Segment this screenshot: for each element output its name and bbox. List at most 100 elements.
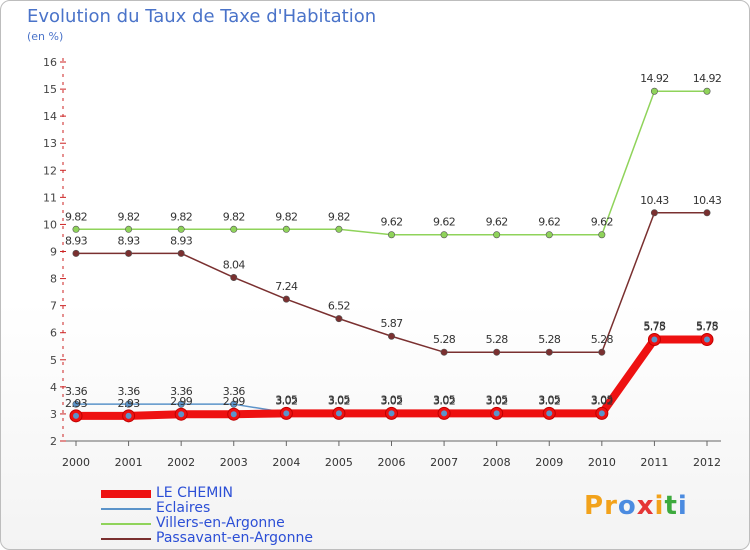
point-eclaires bbox=[72, 400, 80, 408]
x-tick-label: 2005 bbox=[325, 456, 353, 469]
point-inner-le-chemin bbox=[388, 410, 395, 417]
x-tick-label: 2007 bbox=[430, 456, 458, 469]
point-eclaires bbox=[125, 400, 133, 408]
data-label-villers-en-argonne: 14.92 bbox=[640, 72, 669, 85]
logo-letter: x bbox=[636, 491, 655, 521]
point-villers-en-argonne bbox=[703, 87, 711, 95]
point-villers-en-argonne bbox=[545, 231, 553, 239]
logo-letter: o bbox=[617, 491, 637, 521]
data-label-villers-en-argonne: 9.62 bbox=[538, 216, 560, 229]
data-label-eclaires: 3.05 bbox=[486, 394, 509, 407]
x-tick-label: 2003 bbox=[220, 456, 248, 469]
point-villers-en-argonne bbox=[493, 231, 501, 239]
y-tick-label: 16 bbox=[43, 56, 57, 69]
point-villers-en-argonne bbox=[230, 225, 238, 233]
data-label-villers-en-argonne: 9.62 bbox=[433, 216, 455, 229]
data-label-eclaires: 3.36 bbox=[223, 385, 246, 398]
y-tick-label: 9 bbox=[50, 246, 57, 259]
data-label-villers-en-argonne: 14.92 bbox=[693, 72, 722, 85]
x-tick-label: 2006 bbox=[378, 456, 406, 469]
data-label-eclaires: 3.36 bbox=[118, 385, 141, 398]
point-passavant-en-argonne bbox=[177, 249, 185, 257]
data-label-le-chemin: 3.02 bbox=[591, 394, 613, 407]
legend-label: Eclaires bbox=[156, 500, 211, 516]
data-label-eclaires: 3.05 bbox=[433, 394, 456, 407]
point-villers-en-argonne bbox=[598, 231, 606, 239]
data-label-passavant-en-argonne: 5.28 bbox=[433, 333, 456, 346]
y-tick-label: 3 bbox=[50, 408, 57, 421]
point-inner-le-chemin bbox=[283, 410, 290, 417]
chart-title: Evolution du Taux de Taxe d'Habitation bbox=[27, 6, 377, 27]
y-tick-label: 10 bbox=[43, 218, 57, 231]
data-label-passavant-en-argonne: 8.04 bbox=[223, 258, 246, 271]
data-label-le-chemin: 3.02 bbox=[380, 394, 402, 407]
data-label-le-chemin: 3.02 bbox=[538, 394, 560, 407]
data-label-le-chemin: 2.93 bbox=[65, 397, 88, 410]
data-label-villers-en-argonne: 9.82 bbox=[65, 210, 87, 223]
point-villers-en-argonne bbox=[387, 231, 395, 239]
series-points bbox=[69, 87, 714, 423]
data-label-passavant-en-argonne: 8.93 bbox=[170, 234, 193, 247]
series-lines bbox=[72, 90, 711, 420]
data-label-villers-en-argonne: 9.62 bbox=[380, 216, 402, 229]
data-label-villers-en-argonne: 9.82 bbox=[118, 210, 140, 223]
legend-swatch bbox=[101, 490, 151, 498]
point-villers-en-argonne bbox=[335, 225, 343, 233]
data-label-villers-en-argonne: 9.82 bbox=[223, 210, 245, 223]
data-label-le-chemin: 3.02 bbox=[328, 394, 350, 407]
data-label-villers-en-argonne: 9.82 bbox=[328, 210, 350, 223]
data-label-eclaires: 3.05 bbox=[275, 394, 298, 407]
point-passavant-en-argonne bbox=[440, 348, 448, 356]
x-tick-label: 2008 bbox=[483, 456, 511, 469]
y-tick-label: 13 bbox=[43, 137, 57, 150]
point-inner-le-chemin bbox=[125, 412, 132, 419]
x-tick-label: 2012 bbox=[693, 456, 721, 469]
data-label-passavant-en-argonne: 5.87 bbox=[380, 317, 403, 330]
logo-letter: i bbox=[654, 491, 665, 521]
point-passavant-en-argonne bbox=[230, 273, 238, 281]
point-passavant-en-argonne bbox=[72, 249, 80, 257]
data-label-passavant-en-argonne: 5.28 bbox=[538, 333, 561, 346]
data-label-eclaires: 3.05 bbox=[538, 394, 561, 407]
legend-swatch bbox=[101, 538, 151, 540]
legend-swatch bbox=[101, 523, 151, 525]
data-label-eclaires: 3.05 bbox=[380, 394, 403, 407]
data-label-villers-en-argonne: 9.82 bbox=[275, 210, 297, 223]
x-tick-label: 2009 bbox=[535, 456, 563, 469]
data-label-eclaires: 3.36 bbox=[170, 385, 193, 398]
data-label-villers-en-argonne: 9.62 bbox=[486, 216, 508, 229]
point-inner-le-chemin bbox=[178, 411, 185, 418]
y-tick-label: 12 bbox=[43, 164, 57, 177]
y-tick-label: 8 bbox=[50, 273, 57, 286]
point-passavant-en-argonne bbox=[545, 348, 553, 356]
data-label-passavant-en-argonne: 7.24 bbox=[275, 280, 298, 293]
point-inner-le-chemin bbox=[335, 410, 342, 417]
data-labels: 9.82 9.82 9.82 9.82 9.82 9.82 9.62 9.62 9.62 9.62… bbox=[65, 72, 722, 410]
data-label-le-chemin: 3.02 bbox=[486, 394, 508, 407]
x-tick-label: 2004 bbox=[272, 456, 300, 469]
point-villers-en-argonne bbox=[440, 231, 448, 239]
point-inner-le-chemin bbox=[598, 410, 605, 417]
x-tick-label: 2010 bbox=[588, 456, 616, 469]
data-label-passavant-en-argonne: 6.52 bbox=[328, 300, 350, 313]
data-label-le-chemin: 5.75 bbox=[696, 320, 719, 333]
data-label-passavant-en-argonne: 8.93 bbox=[118, 234, 141, 247]
point-eclaires bbox=[177, 400, 185, 408]
data-label-passavant-en-argonne: 5.28 bbox=[591, 333, 614, 346]
point-villers-en-argonne bbox=[125, 225, 133, 233]
data-label-eclaires: 5.78 bbox=[696, 320, 719, 333]
axes: 2 3 4 5 6 7 8 9 10 11 12 13 14 15 16 2000 2001 2002 2003 20… bbox=[43, 56, 721, 469]
proxiti-logo: Proxiti bbox=[584, 491, 688, 521]
data-label-eclaires: 3.05 bbox=[591, 394, 614, 407]
point-inner-le-chemin bbox=[546, 410, 553, 417]
data-label-le-chemin: 3.02 bbox=[275, 394, 297, 407]
data-label-eclaires: 3.36 bbox=[65, 385, 88, 398]
point-inner-le-chemin bbox=[230, 411, 237, 418]
data-label-villers-en-argonne: 9.62 bbox=[591, 216, 613, 229]
y-tick-label: 2 bbox=[50, 435, 57, 448]
point-eclaires bbox=[230, 400, 238, 408]
y-tick-label: 4 bbox=[50, 381, 57, 394]
logo-letter: P bbox=[584, 491, 605, 521]
point-inner-le-chemin bbox=[73, 412, 79, 419]
